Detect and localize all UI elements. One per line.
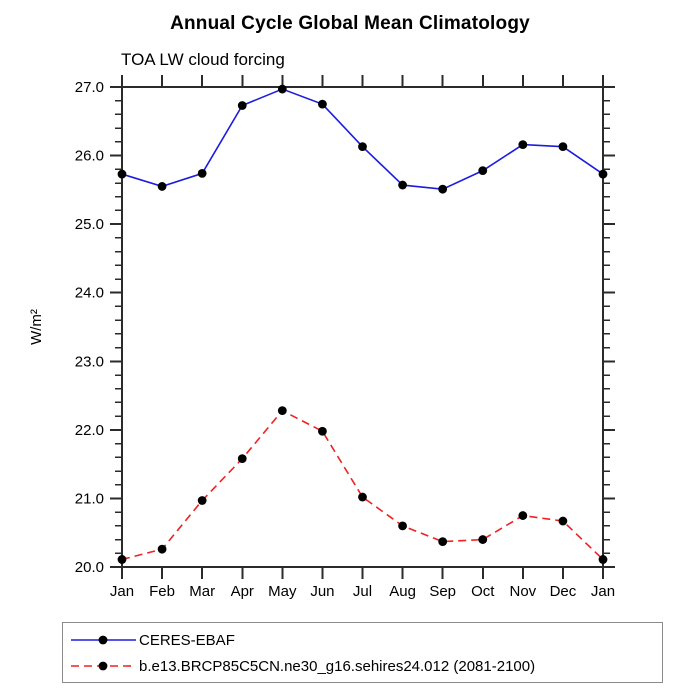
x-axis-tick-label: Dec <box>550 583 577 600</box>
legend-line-sample <box>71 661 136 671</box>
data-point-marker <box>197 169 207 178</box>
data-point-marker <box>398 521 407 531</box>
data-point-marker <box>558 142 568 152</box>
x-axis-tick-label: Apr <box>231 583 254 600</box>
x-axis-tick-label: Jan <box>591 583 615 600</box>
chart-area: 20.0 21.0 22.0 23.0 24.0 25.0 26.0 27.0 Jan Feb Ma… <box>75 75 615 600</box>
chart-title: Annual Cycle Global Mean Climatology <box>170 13 530 34</box>
data-point-marker <box>237 101 247 110</box>
x-axis-tick-label: Oct <box>471 583 495 600</box>
data-point-marker <box>398 180 407 190</box>
data-point-marker <box>438 537 448 547</box>
data-point-marker <box>237 454 247 464</box>
data-point-marker <box>598 169 608 179</box>
data-point-marker <box>558 516 568 526</box>
data-point-marker <box>318 426 327 436</box>
data-point-marker <box>438 184 448 194</box>
data-point-marker <box>117 169 127 179</box>
x-axis-tick-label: Sep <box>429 583 456 600</box>
data-point-marker <box>518 140 528 150</box>
data-point-marker <box>358 142 367 152</box>
y-axis-tick-label: 25.0 <box>75 216 104 233</box>
x-axis-tick-label: Aug <box>389 583 416 600</box>
y-axis-tick-label: 26.0 <box>75 148 104 165</box>
legend-entry: CERES-EBAF <box>63 627 662 653</box>
data-point-marker <box>277 84 287 94</box>
x-axis-tick-label: Jul <box>353 583 372 600</box>
data-point-marker <box>358 492 367 502</box>
data-point-marker <box>478 535 488 544</box>
data-point-marker <box>478 166 488 176</box>
x-axis-tick-label: Feb <box>149 583 175 600</box>
y-axis-tick-label: 24.0 <box>75 285 104 302</box>
x-axis-tick-label: Jan <box>110 583 134 600</box>
data-point-marker <box>157 544 167 554</box>
x-axis-tick-label: Nov <box>509 583 536 600</box>
data-point-marker <box>117 555 127 564</box>
x-axis-tick-label: Mar <box>189 583 215 600</box>
data-point-marker <box>157 182 167 191</box>
data-point-marker <box>277 406 287 416</box>
x-axis-tick-label: Jun <box>310 583 334 600</box>
series-line-1 <box>121 409 604 561</box>
y-axis-tick-label: 20.0 <box>75 559 104 576</box>
legend-entry: b.e13.BRCP85C5CN.ne30_g16.sehires24.012 … <box>63 653 662 679</box>
series-line-0 <box>121 88 604 190</box>
y-axis-title: W/m² <box>28 309 45 345</box>
data-point-marker <box>598 555 608 564</box>
legend-line-sample <box>71 635 136 645</box>
y-axis-tick-label: 21.0 <box>75 490 104 507</box>
y-axis-tick-label: 23.0 <box>75 353 104 370</box>
x-axis-tick-label: May <box>268 583 297 600</box>
legend: CERES-EBAF b.e13.BRCP85C5CN.ne30_g16.sehi… <box>62 622 663 683</box>
chart-subtitle: TOA LW cloud forcing <box>121 50 285 69</box>
data-point-marker <box>518 511 528 520</box>
data-point-marker <box>318 99 327 109</box>
y-axis-tick-label: 27.0 <box>75 79 104 96</box>
legend-label: b.e13.BRCP85C5CN.ne30_g16.sehires24.012 … <box>139 657 536 675</box>
y-axis-tick-label: 22.0 <box>75 422 104 439</box>
data-point-marker <box>197 496 207 505</box>
legend-label: CERES-EBAF <box>139 631 235 649</box>
